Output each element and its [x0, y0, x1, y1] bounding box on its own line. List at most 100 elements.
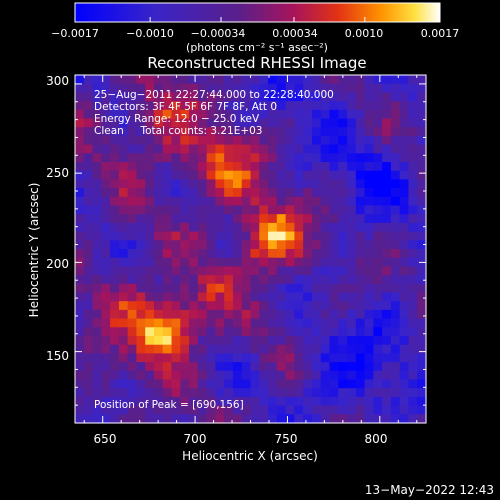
heatmap-cell [390, 127, 401, 137]
heatmap-cell [171, 118, 181, 128]
heatmap-cell [241, 162, 252, 172]
heatmap-cell [241, 292, 252, 302]
heatmap-cell [224, 370, 234, 381]
heatmap-cell [355, 301, 366, 311]
heatmap-cell [153, 214, 164, 224]
heatmap-cell [75, 205, 85, 215]
heatmap-cell [320, 379, 331, 389]
heatmap-cell [215, 370, 225, 381]
heatmap-cell [92, 240, 102, 250]
heatmap-cell [75, 275, 85, 285]
heatmap-cell [259, 249, 269, 259]
heatmap-cell [171, 196, 181, 207]
heatmap-cell [171, 179, 181, 189]
heatmap-cell [382, 75, 392, 85]
heatmap-cell [329, 405, 339, 415]
heatmap-cell [215, 336, 225, 346]
heatmap-cell [390, 379, 401, 389]
heatmap-cell [232, 414, 243, 424]
heatmap-cell [250, 318, 260, 328]
heatmap-cell [408, 257, 418, 267]
heatmap-cell [259, 83, 269, 93]
heatmap-cell [110, 144, 120, 154]
heatmap-cell [285, 266, 295, 276]
heatmap-cell [145, 214, 155, 224]
heatmap-cell [338, 292, 348, 302]
heatmap-cell [118, 231, 129, 241]
heatmap-cell [171, 205, 181, 215]
heatmap-cell [294, 379, 304, 389]
heatmap-cell [75, 344, 85, 354]
heatmap-cell [250, 336, 260, 346]
heatmap-cell [373, 249, 383, 259]
heatmap-cell [285, 353, 295, 363]
heatmap-cell [162, 353, 173, 363]
heatmap-cell [162, 309, 173, 320]
heatmap-cell [417, 275, 427, 285]
heatmap-cell [206, 135, 217, 146]
heatmap-cell [390, 249, 401, 259]
heatmap-cell [311, 240, 322, 250]
heatmap-cell [382, 222, 392, 233]
heatmap-cell [408, 170, 418, 180]
heatmap-cell [101, 153, 111, 163]
heatmap-cell [110, 75, 120, 85]
heatmap-cell [83, 118, 94, 128]
heatmap-cell [347, 336, 357, 346]
heatmap-cell [75, 301, 85, 311]
heatmap-cell [197, 179, 208, 189]
heatmap-cell [259, 196, 269, 207]
heatmap-cell [338, 353, 348, 363]
heatmap-cell [399, 275, 410, 285]
heatmap-cell [75, 353, 85, 363]
heatmap-cell [250, 292, 260, 302]
heatmap-cell [153, 75, 164, 85]
heatmap-cell [285, 309, 295, 320]
heatmap-cell [206, 109, 217, 120]
heatmap-cell [311, 214, 322, 224]
heatmap-cell [382, 127, 392, 137]
heatmap-cell [329, 170, 339, 180]
heatmap-cell [294, 109, 304, 120]
heatmap-cell [268, 170, 278, 180]
heatmap-cell [364, 231, 374, 241]
heatmap-cell [118, 205, 129, 215]
colorbar-gradient [74, 2, 441, 23]
heatmap-cell [83, 162, 94, 172]
heatmap-cell [189, 188, 199, 198]
colorbar-tick-label-2: −0.00034 [191, 27, 246, 40]
heatmap-cell [276, 414, 287, 424]
heatmap-cell [285, 318, 295, 328]
heatmap-cell [171, 75, 181, 85]
heatmap-cell [232, 336, 243, 346]
heatmap-cell [382, 205, 392, 215]
heatmap-cell [127, 336, 138, 346]
heatmap-cell [232, 344, 243, 354]
heatmap-cell [75, 405, 85, 415]
heatmap-cell [329, 388, 339, 398]
heatmap-cell [355, 249, 366, 259]
heatmap-cell [347, 83, 357, 93]
heatmap-cell [320, 388, 331, 398]
heatmap-cell [382, 309, 392, 320]
heatmap-cell [162, 379, 173, 389]
heatmap-cell [347, 144, 357, 154]
heatmap-cell [162, 135, 173, 146]
heatmap-cell [268, 179, 278, 189]
heatmap-cell [338, 396, 348, 407]
heatmap-cell [136, 144, 146, 154]
heatmap-cell [382, 153, 392, 163]
heatmap-cell [250, 414, 260, 424]
heatmap-cell [408, 301, 418, 311]
heatmap-cell [153, 118, 164, 128]
heatmap-cell [303, 162, 313, 172]
heatmap-cell [75, 109, 85, 120]
heatmap-cell [153, 309, 164, 320]
heatmap-cell [197, 283, 208, 294]
heatmap-cell [136, 379, 146, 389]
heatmap-cell [285, 405, 295, 415]
heatmap-cell [399, 396, 410, 407]
heatmap-cell [224, 318, 234, 328]
heatmap-cell [92, 292, 102, 302]
heatmap-cell [285, 344, 295, 354]
